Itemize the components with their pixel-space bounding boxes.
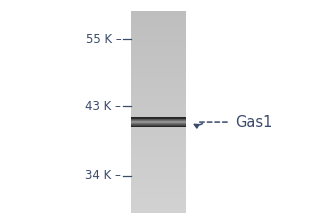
Bar [131,92,186,97]
Bar [131,127,186,132]
Bar [131,119,186,125]
Bar [131,41,186,47]
Bar [131,157,186,162]
Bar [131,118,186,126]
Bar [131,208,186,213]
Text: 34 K –: 34 K – [85,169,121,182]
Bar [131,162,186,168]
Bar [131,119,186,125]
Bar [131,112,186,117]
Bar [131,178,186,183]
Bar [131,198,186,203]
Bar [131,67,186,72]
Bar [131,188,186,193]
Bar [131,122,186,127]
Bar [131,168,186,172]
Bar [131,121,186,123]
Bar [131,117,186,127]
Bar [131,121,186,123]
Bar [131,172,186,178]
Bar [131,87,186,92]
Bar [131,52,186,57]
Bar [131,193,186,198]
Bar [131,11,186,213]
Bar [131,183,186,188]
Bar [131,11,186,16]
Bar [131,132,186,137]
Text: 55 K –: 55 K – [86,33,121,46]
Bar [131,26,186,31]
Bar [131,21,186,26]
Bar [131,137,186,142]
Bar [131,77,186,82]
Bar [131,147,186,152]
Bar [131,117,186,122]
Text: 43 K –: 43 K – [85,100,121,113]
Bar [131,37,186,41]
Bar [131,97,186,102]
Bar [131,152,186,157]
Bar [131,31,186,37]
Bar [131,102,186,107]
Bar [131,57,186,62]
Bar [131,142,186,147]
Bar [131,107,186,112]
Bar [131,47,186,52]
Bar [131,62,186,67]
Bar [131,72,186,77]
Bar [131,120,186,124]
Bar [131,82,186,87]
Bar [131,16,186,21]
Text: Gas1: Gas1 [235,115,272,129]
Bar [131,203,186,208]
